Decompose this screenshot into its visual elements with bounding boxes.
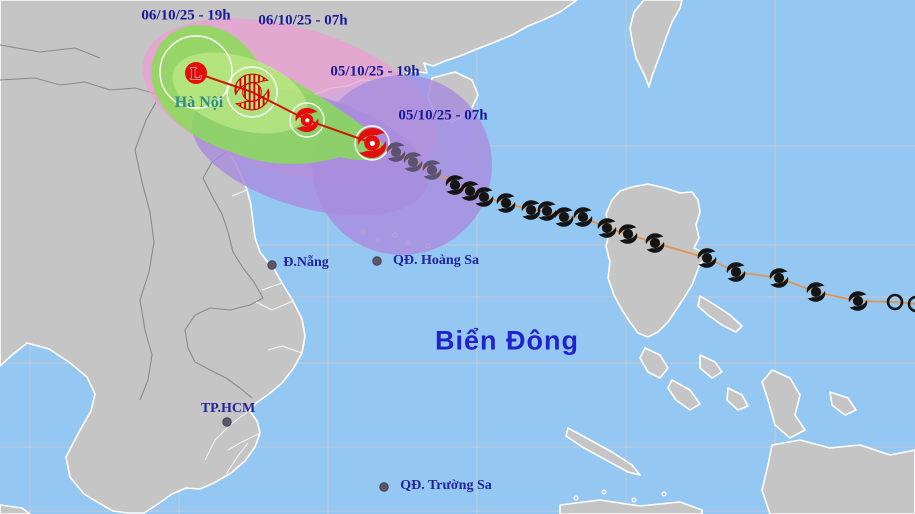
land-corner-island <box>0 504 31 514</box>
storm-track-layer: L <box>159 35 915 313</box>
land-mainland-asia <box>0 0 578 514</box>
past-storm-symbol <box>537 201 557 221</box>
past-storm-symbol <box>848 291 868 311</box>
past-storm-symbol <box>769 268 789 288</box>
past-storm-symbol <box>726 262 746 282</box>
land-palawan-island <box>565 427 641 476</box>
forecast-track-line <box>195 72 373 144</box>
past-storm-symbol <box>697 248 717 268</box>
past-storm-symbol <box>521 200 541 220</box>
city-dot <box>222 417 232 427</box>
uncertainty-circle <box>159 35 233 109</box>
forecast-storm-symbol-red <box>357 128 387 158</box>
uncertainty-circle <box>226 66 278 118</box>
city-dot <box>372 256 382 266</box>
past-storm-symbol <box>806 282 826 302</box>
past-storm-symbol <box>618 224 638 244</box>
past-storm-symbol-faded <box>386 142 406 162</box>
forecast-storm-symbol-hatched <box>234 73 270 111</box>
land-mindanao-region <box>761 439 915 514</box>
city-dot <box>267 260 277 270</box>
past-storm-symbol <box>496 193 516 213</box>
low-pressure-marker: L <box>185 62 207 84</box>
land-mindanao-region <box>761 369 806 439</box>
land-island-corner <box>829 391 857 416</box>
land-borneo-edge <box>559 499 703 514</box>
land-ph-island <box>726 387 749 411</box>
past-storm-symbol-faded <box>403 152 423 172</box>
land-taiwan-island <box>629 0 683 88</box>
past-storm-symbol <box>573 207 593 227</box>
past-storm-symbol <box>474 187 494 207</box>
forecast-storm-symbol-red <box>295 107 319 133</box>
past-storm-symbol <box>597 218 617 238</box>
past-depression-circle <box>886 293 904 311</box>
past-track-line <box>371 142 915 305</box>
past-storm-symbol <box>554 207 574 227</box>
city-dot <box>379 482 389 492</box>
low-pressure-letter: L <box>190 64 201 83</box>
land-luzon-island <box>605 183 707 338</box>
past-depression-circle <box>907 295 915 313</box>
uncertainty-circle <box>354 125 390 161</box>
past-storm-symbol <box>445 175 465 195</box>
past-storm-symbol <box>460 181 480 201</box>
uncertainty-circle <box>289 102 325 138</box>
land-ph-peninsula <box>697 295 743 333</box>
past-storm-symbol-faded <box>422 160 442 180</box>
city-dots <box>222 256 389 492</box>
past-storm-symbol <box>645 233 665 253</box>
land-ph-island <box>699 354 723 379</box>
land-ph-island <box>667 379 701 411</box>
land-ph-island <box>639 347 669 379</box>
